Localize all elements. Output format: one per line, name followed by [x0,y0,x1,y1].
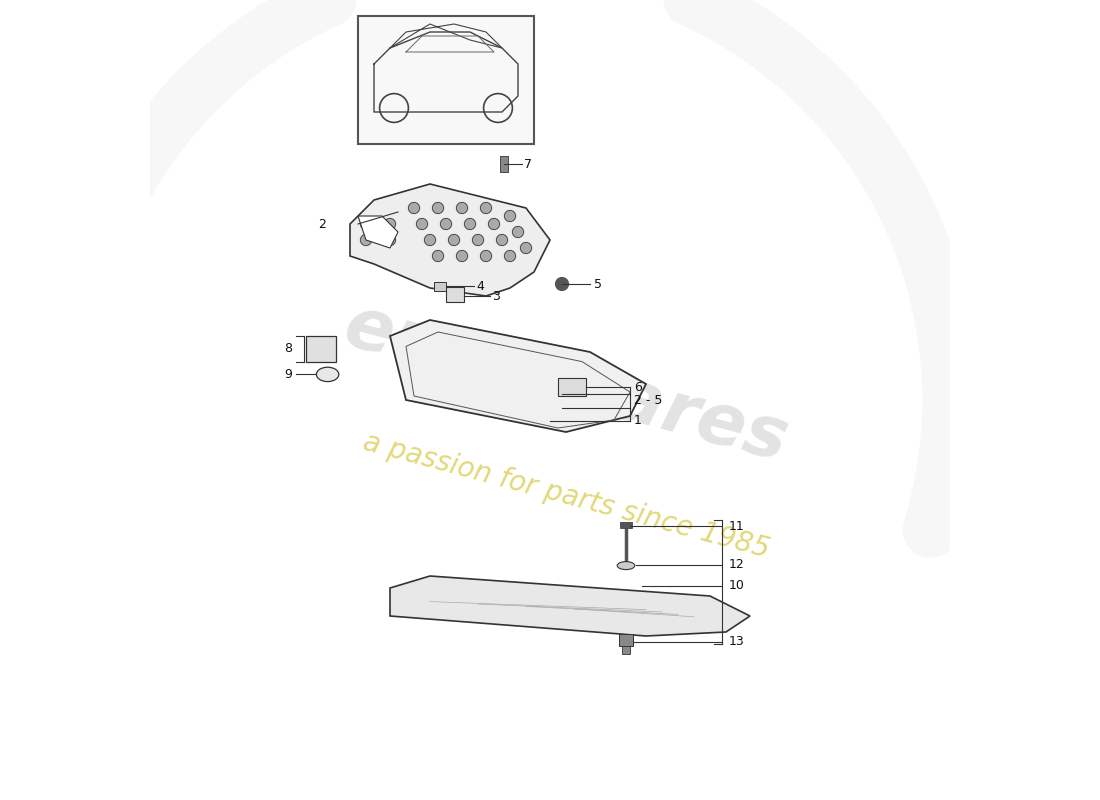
Text: 9: 9 [285,368,293,381]
Circle shape [361,218,372,230]
Circle shape [440,218,452,230]
Circle shape [456,202,468,214]
Bar [621,646,630,654]
Text: 4: 4 [476,280,484,293]
Circle shape [513,226,524,238]
Polygon shape [358,216,398,248]
Polygon shape [350,184,550,296]
Circle shape [425,234,436,246]
Circle shape [384,234,396,246]
Text: a passion for parts since 1985: a passion for parts since 1985 [360,428,772,564]
Circle shape [384,218,396,230]
Circle shape [417,218,428,230]
Text: 8: 8 [285,342,293,355]
Circle shape [408,202,419,214]
Circle shape [520,242,531,254]
Text: 6: 6 [634,381,642,394]
Circle shape [505,250,516,262]
Circle shape [556,278,569,290]
Bar [434,282,446,291]
Text: 10: 10 [728,579,745,592]
Text: 2 - 5: 2 - 5 [634,394,662,407]
Circle shape [464,218,475,230]
Circle shape [456,250,468,262]
Text: eurospares: eurospares [337,291,795,477]
Bar [358,16,534,144]
Bar [558,378,586,396]
Polygon shape [390,320,646,432]
Text: 1: 1 [634,414,642,427]
Circle shape [505,210,516,222]
Ellipse shape [617,562,635,570]
Circle shape [488,218,499,230]
Bar [619,634,634,646]
Circle shape [481,250,492,262]
Bar [446,287,463,302]
Circle shape [432,250,443,262]
Polygon shape [390,576,750,636]
Bar [306,336,337,362]
Text: 5: 5 [594,278,602,290]
Circle shape [449,234,460,246]
Text: 7: 7 [525,158,532,170]
Text: 2: 2 [318,218,326,230]
Circle shape [481,202,492,214]
Text: 3: 3 [493,290,500,302]
Circle shape [432,202,443,214]
Circle shape [472,234,484,246]
Text: 11: 11 [728,520,744,533]
Bar [500,156,508,172]
Text: 12: 12 [728,558,744,571]
Bar [619,522,632,528]
Circle shape [361,234,372,246]
Circle shape [496,234,507,246]
Ellipse shape [317,367,339,382]
Text: 13: 13 [728,635,744,648]
